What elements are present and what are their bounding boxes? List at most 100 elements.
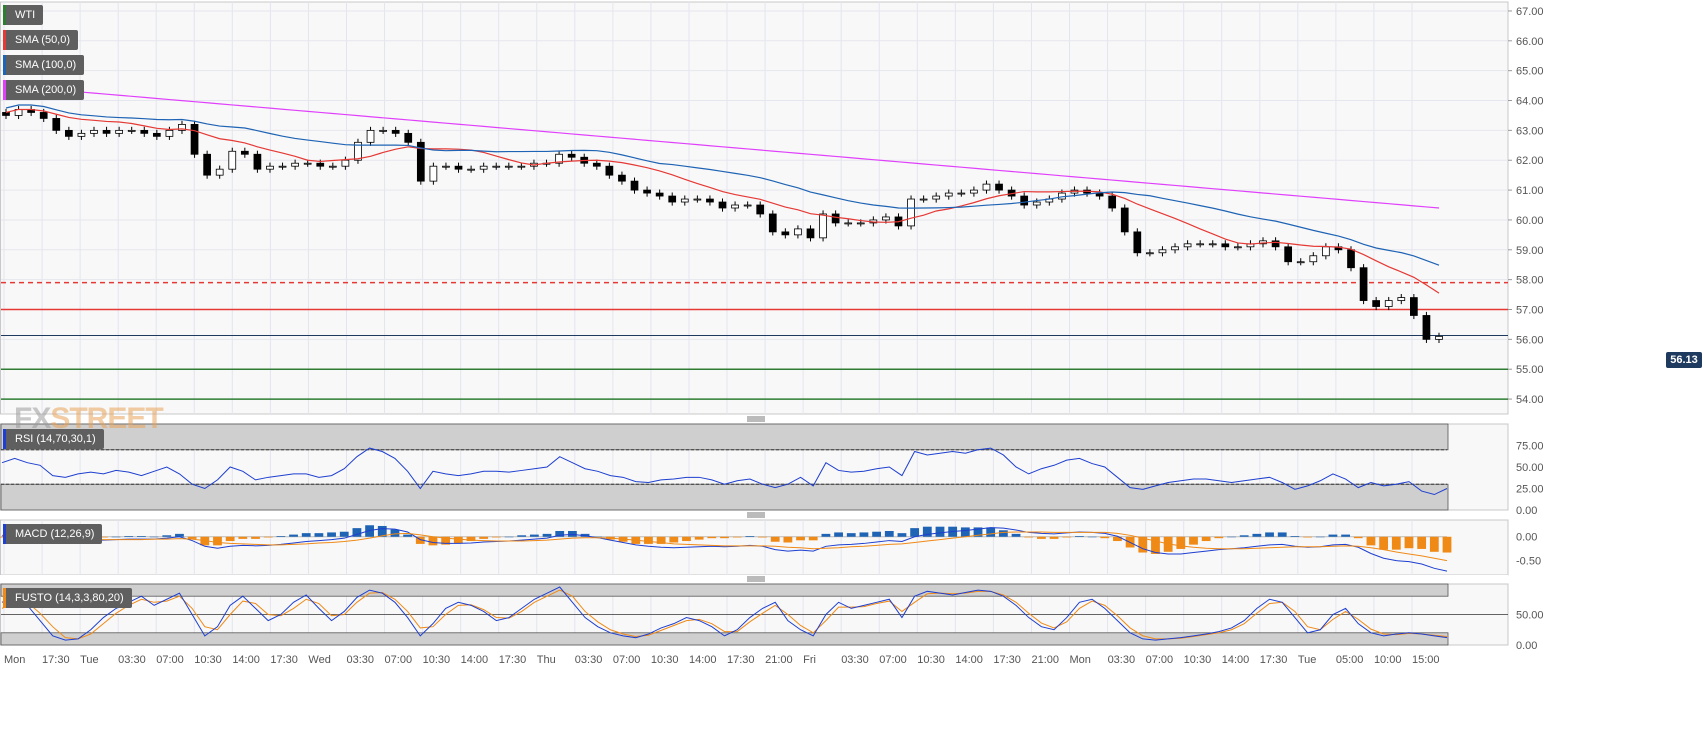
macd-histogram-bar bbox=[859, 532, 869, 537]
candle-body bbox=[316, 162, 325, 167]
candle-body bbox=[1397, 297, 1406, 301]
macd-histogram-bar bbox=[491, 536, 501, 538]
legend-fusto[interactable]: FUSTO (14,3,3,80,20) bbox=[3, 588, 132, 608]
panel-bg-0 bbox=[0, 1, 1509, 415]
last-price-badge: 56.13 bbox=[1666, 352, 1702, 368]
macd-histogram-bar bbox=[301, 533, 311, 537]
candle-body bbox=[706, 198, 714, 203]
legend-macd[interactable]: MACD (12,26,9) bbox=[3, 524, 103, 544]
legend-wti[interactable]: WTI bbox=[3, 5, 44, 25]
macd-histogram-bar bbox=[986, 527, 996, 537]
legend-swatch-fusto bbox=[3, 588, 6, 608]
macd-histogram-bar bbox=[1303, 536, 1312, 538]
macd-histogram-bar bbox=[1087, 536, 1097, 538]
macd-histogram-bar bbox=[1417, 536, 1427, 549]
candle-body bbox=[416, 141, 425, 182]
x-tick-label: Wed bbox=[308, 654, 330, 666]
x-tick-label: Fri bbox=[803, 654, 816, 666]
macd-histogram-bar bbox=[124, 536, 134, 537]
macd-histogram-bar bbox=[593, 536, 603, 538]
macd-histogram-bar bbox=[187, 536, 197, 539]
macd-histogram-bar bbox=[1049, 536, 1059, 539]
logo-street: STREET bbox=[50, 402, 163, 435]
x-tick-label: 10:30 bbox=[651, 654, 679, 666]
rsi-y-tick: 0.00 bbox=[1516, 505, 1537, 517]
sma-lines bbox=[5, 84, 1440, 294]
candle-body bbox=[77, 132, 86, 137]
candle-body bbox=[592, 162, 601, 167]
macd-histogram-bar bbox=[922, 526, 932, 537]
legend-label-macd: MACD (12,26,9) bbox=[15, 528, 95, 540]
candle-body bbox=[442, 165, 450, 168]
legend-sma-100[interactable]: SMA (100,0) bbox=[3, 55, 85, 75]
candle-body bbox=[379, 129, 387, 132]
macd-histogram-bar bbox=[352, 528, 362, 537]
candle-body bbox=[492, 165, 501, 168]
x-tick-label: 07:00 bbox=[156, 654, 184, 666]
x-tick-label: 17:30 bbox=[270, 654, 298, 666]
x-tick-label: 07:00 bbox=[1146, 654, 1174, 666]
candle-body bbox=[1347, 249, 1355, 269]
rsi-oversold-zone bbox=[0, 483, 1449, 511]
candle-body bbox=[1183, 243, 1192, 248]
resize-handle-icon bbox=[747, 416, 765, 422]
macd-histogram-bar bbox=[479, 536, 489, 539]
candle-body bbox=[1410, 297, 1418, 316]
macd-histogram-bar bbox=[644, 536, 653, 544]
candle-body bbox=[1271, 240, 1280, 248]
macd-histogram-bar bbox=[872, 531, 882, 537]
macd-histogram-bar bbox=[910, 528, 920, 537]
x-tick-label: 17:30 bbox=[727, 654, 755, 666]
macd-histogram-bar bbox=[796, 536, 805, 541]
y-tick-label: 60.00 bbox=[1516, 215, 1544, 227]
macd-histogram-bar bbox=[960, 527, 970, 537]
candle-body bbox=[1284, 246, 1293, 263]
macd-histogram-bar bbox=[517, 535, 527, 537]
legend-sma-200[interactable]: SMA (200,0) bbox=[3, 80, 85, 100]
macd-histogram-bar bbox=[656, 536, 666, 544]
macd-histogram-bar bbox=[314, 533, 324, 537]
rsi-y-tick: 75.00 bbox=[1516, 441, 1544, 453]
legend-sma-50[interactable]: SMA (50,0) bbox=[3, 30, 79, 50]
macd-histogram-bar bbox=[377, 525, 387, 537]
macd-histogram-bar bbox=[415, 536, 425, 544]
y-tick-label: 58.00 bbox=[1516, 275, 1544, 287]
candle-body bbox=[1372, 300, 1381, 307]
x-tick-label: 17:30 bbox=[993, 654, 1021, 666]
macd-histogram-bar bbox=[1429, 536, 1439, 552]
logo-fx: FX bbox=[14, 402, 51, 435]
x-tick-label: 10:30 bbox=[194, 654, 222, 666]
x-tick-label: 17:30 bbox=[499, 654, 527, 666]
macd-histogram-bar bbox=[745, 536, 755, 537]
macd-signal-line bbox=[2, 531, 1448, 562]
macd-histogram-bar bbox=[99, 536, 108, 538]
macd-histogram-bar bbox=[783, 536, 793, 543]
fusto-d-line bbox=[1, 589, 1448, 640]
x-tick-label: 03:30 bbox=[346, 654, 374, 666]
rsi-overbought-zone bbox=[0, 423, 1449, 451]
macd-histogram-bar bbox=[1391, 536, 1401, 550]
candle-body bbox=[165, 129, 174, 137]
panel-dividers[interactable] bbox=[0, 415, 1508, 583]
y-tick-label: 56.00 bbox=[1516, 334, 1544, 346]
macd-histogram-bar bbox=[1379, 536, 1389, 550]
candle-body bbox=[831, 213, 840, 224]
macd-histogram-bar bbox=[1075, 536, 1084, 537]
candle-body bbox=[303, 162, 312, 165]
legend-label-rsi: RSI (14,70,30,1) bbox=[15, 433, 96, 445]
candle-body bbox=[882, 216, 890, 221]
candle-body bbox=[957, 192, 966, 195]
candle-body bbox=[668, 195, 677, 203]
candle-body bbox=[756, 204, 765, 215]
candle-body bbox=[718, 201, 727, 209]
legend-rsi[interactable]: RSI (14,70,30,1) bbox=[3, 429, 104, 449]
rsi-y-tick: 50.00 bbox=[1516, 462, 1544, 474]
candle-body bbox=[643, 189, 651, 194]
y-tick-label: 54.00 bbox=[1516, 394, 1544, 406]
candle-body bbox=[743, 204, 752, 207]
candle-body bbox=[1020, 195, 1029, 206]
macd-y-tick: -0.50 bbox=[1516, 556, 1541, 568]
candle-body bbox=[982, 183, 991, 191]
y-tick-label: 64.00 bbox=[1516, 96, 1544, 108]
